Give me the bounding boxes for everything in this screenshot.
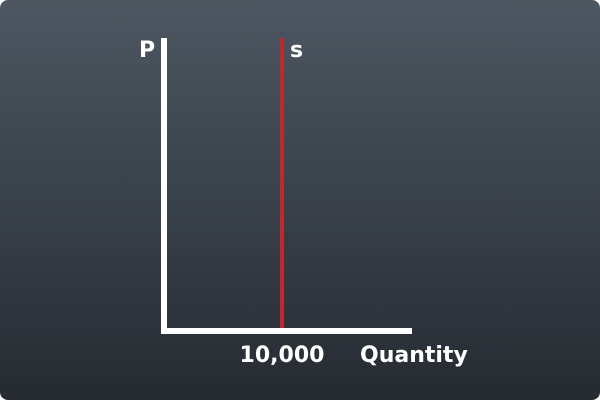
- x-tick-label: 10,000: [240, 343, 325, 368]
- y-axis-label: P: [139, 38, 155, 63]
- x-axis-label: Quantity: [360, 343, 468, 368]
- supply-series-label: s: [290, 38, 303, 63]
